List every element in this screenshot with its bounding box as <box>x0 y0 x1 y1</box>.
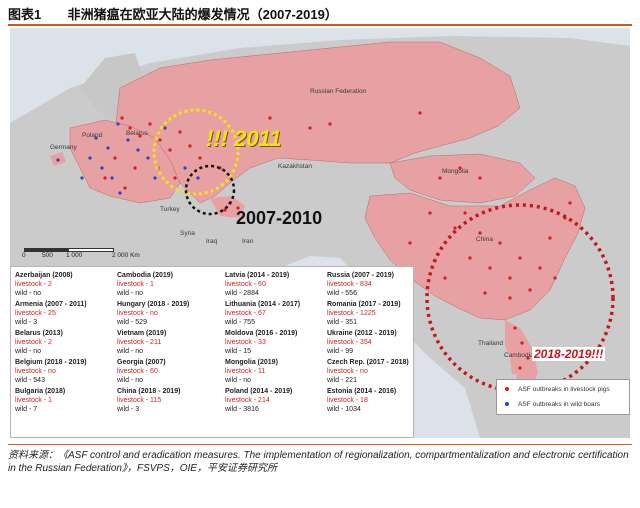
blue-dot-icon <box>505 402 509 407</box>
label-iran: Iran <box>242 238 254 245</box>
key-livestock: ASF outbreaks in livestock pigs <box>505 386 610 393</box>
country-entry: Ukraine (2012 - 2019) livestock - 354 wild… <box>327 330 397 355</box>
label-syria: Syria <box>180 230 195 237</box>
label-poland: Poland <box>82 132 103 139</box>
figure-number: 图表1 <box>8 7 42 22</box>
label-cambodia: Cambodia <box>504 352 534 359</box>
source-note: 资料来源：《ASF control and eradication measur… <box>8 450 629 474</box>
title-divider <box>8 24 632 26</box>
country-entry: Poland (2014 - 2019) livestock - 214 wild … <box>225 388 293 413</box>
label-russia: Russian Federation <box>310 88 367 95</box>
country-entry: Mongolia (2019) livestock - 11 wild - no <box>225 359 278 384</box>
country-entry: Cambodia (2019) livestock - 1 wild - no <box>117 272 174 297</box>
key-wild-boar: ASF outbreaks in wild boars <box>505 401 600 408</box>
figure-title: 图表1 非洲猪瘟在欧亚大陆的爆发情况（2007-2019） <box>8 4 338 24</box>
red-dot-icon <box>505 387 509 392</box>
highlight-2018-2019: 2018-2019!!! <box>532 347 606 361</box>
label-iraq: Iraq <box>206 238 218 245</box>
label-germany: Germany <box>50 144 77 151</box>
country-entry: Belarus (2013) livestock - 2 wild - no <box>15 330 63 355</box>
country-entry: Bulgaria (2018) livestock - 1 wild - 7 <box>15 388 66 413</box>
figure-title-text: 非洲猪瘟在欧亚大陆的爆发情况（2007-2019） <box>67 7 338 22</box>
label-china: China <box>476 236 493 243</box>
label-belarus: Belarus <box>126 130 149 137</box>
circle-2018-2019 <box>425 203 615 393</box>
east-europe-region <box>69 119 181 204</box>
livestock-outbreak-dots <box>103 111 572 370</box>
country-entry: Lithuania (2014 - 2017) livestock - 67 wil… <box>225 301 301 326</box>
country-entry: Romania (2017 - 2019) livestock - 1225 wil… <box>327 301 401 326</box>
map-key: ASF outbreaks in livestock pigs ASF outb… <box>496 379 630 415</box>
label-thailand: Thailand <box>478 340 503 347</box>
country-entry: Belgium (2018 - 2019) livestock - no wild … <box>15 359 87 384</box>
country-entry: China (2018 - 2019) livestock - 115 wild -… <box>117 388 181 413</box>
country-entry: Vietnam (2019) livestock - 211 wild - no <box>117 330 167 355</box>
label-kazakhstan: Kazakhstan <box>278 163 312 170</box>
scale-bar: 0 500 1 000 2 000 Km <box>18 248 208 262</box>
scale-label-1000: 1 000 <box>66 252 83 259</box>
country-entry: Armenia (2007 - 2011) livestock - 25 wild … <box>15 301 87 326</box>
label-turkey: Turkey <box>160 206 180 213</box>
country-entry: Estonia (2014 - 2016) livestock - 18 wild … <box>327 388 397 413</box>
wild-boar-outbreak-dots <box>56 122 200 195</box>
cambodia-region <box>510 358 528 374</box>
circle-2007-2010 <box>184 164 236 216</box>
label-mongolia: Mongolia <box>442 168 469 175</box>
scale-label-0: 0 <box>22 252 26 259</box>
country-entry: Azerbaijan (2008) livestock - 2 wild - no <box>15 272 73 297</box>
mongolia-region <box>389 153 536 204</box>
country-entry: Hungary (2018 - 2019) livestock - no wild … <box>117 301 190 326</box>
source-divider <box>8 444 632 445</box>
highlight-2011: !!! 2011 <box>206 126 282 151</box>
country-entry: Latvia (2014 - 2019) livestock - 60 wild -… <box>225 272 290 297</box>
country-entry: Georgia (2007) livestock - 60 wild - no <box>117 359 166 384</box>
country-outbreak-table: Azerbaijan (2008) livestock - 2 wild - no … <box>10 266 414 438</box>
country-entry: Moldova (2016 - 2019) livestock - 33 wild … <box>225 330 298 355</box>
circle-2011 <box>152 108 240 196</box>
scale-bar-graphic <box>24 248 114 252</box>
country-entry: Czech Rep. (2017 - 2018) livestock - no wi… <box>327 359 409 384</box>
vietnam-region <box>505 320 538 393</box>
scale-label-500: 500 <box>42 252 53 259</box>
highlight-2007-2010: 2007-2010 <box>236 208 323 228</box>
country-entry: Russia (2007 - 2019) livestock - 834 wild … <box>327 272 394 297</box>
scale-label-2000: 2 000 Km <box>112 252 140 259</box>
